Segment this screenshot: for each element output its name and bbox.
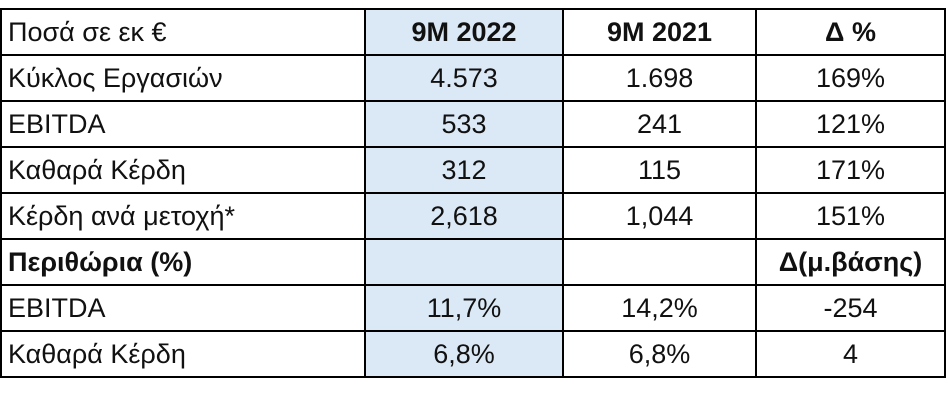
row-label: EBITDA xyxy=(0,284,366,332)
row-label: Καθαρά Κέρδη xyxy=(0,330,366,378)
header-9m-2021: 9M 2021 xyxy=(562,8,757,56)
cell-delta: -254 xyxy=(755,284,946,332)
empty-cell xyxy=(562,238,757,286)
header-units-label: Ποσά σε εκ € xyxy=(0,8,366,56)
cell-9m-2022: 11,7% xyxy=(364,284,564,332)
table-row: Κέρδη ανά μετοχή* 2,618 1,044 151% xyxy=(0,192,946,240)
table-row: Κύκλος Εργασιών 4.573 1.698 169% xyxy=(0,54,946,102)
cell-9m-2021: 14,2% xyxy=(562,284,757,332)
table-row: Καθαρά Κέρδη 6,8% 6,8% 4 xyxy=(0,330,946,378)
cell-9m-2021: 1,044 xyxy=(562,192,757,240)
table-row: EBITDA 11,7% 14,2% -254 xyxy=(0,284,946,332)
cell-delta: 151% xyxy=(755,192,946,240)
table-row: EBITDA 533 241 121% xyxy=(0,100,946,148)
cell-9m-2022: 533 xyxy=(364,100,564,148)
cell-9m-2021: 115 xyxy=(562,146,757,194)
cell-9m-2022: 312 xyxy=(364,146,564,194)
margins-section-label: Περιθώρια (%) xyxy=(0,238,366,286)
header-9m-2022: 9M 2022 xyxy=(364,8,564,56)
cell-9m-2021: 241 xyxy=(562,100,757,148)
financial-results-table: Ποσά σε εκ € 9M 2022 9M 2021 Δ % Κύκλος … xyxy=(0,8,946,378)
cell-9m-2022: 4.573 xyxy=(364,54,564,102)
table-header-row: Ποσά σε εκ € 9M 2022 9M 2021 Δ % xyxy=(0,8,946,56)
cell-9m-2022: 6,8% xyxy=(364,330,564,378)
header-delta-percent: Δ % xyxy=(755,8,946,56)
table-row: Καθαρά Κέρδη 312 115 171% xyxy=(0,146,946,194)
header-delta-basis-points: Δ(μ.βάσης) xyxy=(755,238,946,286)
margins-header-row: Περιθώρια (%) Δ(μ.βάσης) xyxy=(0,238,946,286)
cell-delta: 4 xyxy=(755,330,946,378)
row-label: Καθαρά Κέρδη xyxy=(0,146,366,194)
row-label: Κέρδη ανά μετοχή* xyxy=(0,192,366,240)
row-label: Κύκλος Εργασιών xyxy=(0,54,366,102)
cell-9m-2022: 2,618 xyxy=(364,192,564,240)
row-label: EBITDA xyxy=(0,100,366,148)
cell-9m-2021: 6,8% xyxy=(562,330,757,378)
cell-delta: 171% xyxy=(755,146,946,194)
empty-cell xyxy=(364,238,564,286)
cell-9m-2021: 1.698 xyxy=(562,54,757,102)
cell-delta: 121% xyxy=(755,100,946,148)
cell-delta: 169% xyxy=(755,54,946,102)
